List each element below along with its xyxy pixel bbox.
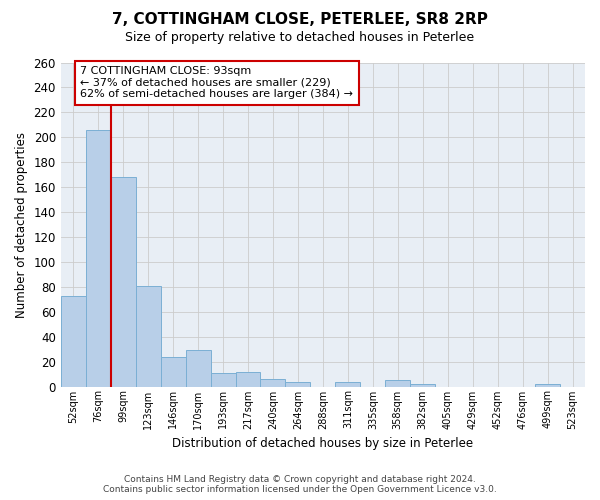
Text: Contains HM Land Registry data © Crown copyright and database right 2024.
Contai: Contains HM Land Registry data © Crown c… bbox=[103, 474, 497, 494]
Bar bbox=[161, 356, 185, 386]
Bar bbox=[335, 382, 361, 386]
Bar bbox=[211, 373, 236, 386]
Bar bbox=[185, 350, 211, 386]
Y-axis label: Number of detached properties: Number of detached properties bbox=[15, 132, 28, 318]
Bar bbox=[86, 130, 111, 386]
Bar bbox=[535, 384, 560, 386]
Text: Size of property relative to detached houses in Peterlee: Size of property relative to detached ho… bbox=[125, 31, 475, 44]
Bar bbox=[136, 286, 161, 386]
Text: 7 COTTINGHAM CLOSE: 93sqm
← 37% of detached houses are smaller (229)
62% of semi: 7 COTTINGHAM CLOSE: 93sqm ← 37% of detac… bbox=[80, 66, 353, 100]
Bar bbox=[111, 177, 136, 386]
Bar bbox=[260, 379, 286, 386]
Bar bbox=[236, 372, 260, 386]
Bar bbox=[286, 382, 310, 386]
Bar bbox=[61, 296, 86, 386]
Text: 7, COTTINGHAM CLOSE, PETERLEE, SR8 2RP: 7, COTTINGHAM CLOSE, PETERLEE, SR8 2RP bbox=[112, 12, 488, 28]
X-axis label: Distribution of detached houses by size in Peterlee: Distribution of detached houses by size … bbox=[172, 437, 473, 450]
Bar bbox=[410, 384, 435, 386]
Bar bbox=[385, 380, 410, 386]
